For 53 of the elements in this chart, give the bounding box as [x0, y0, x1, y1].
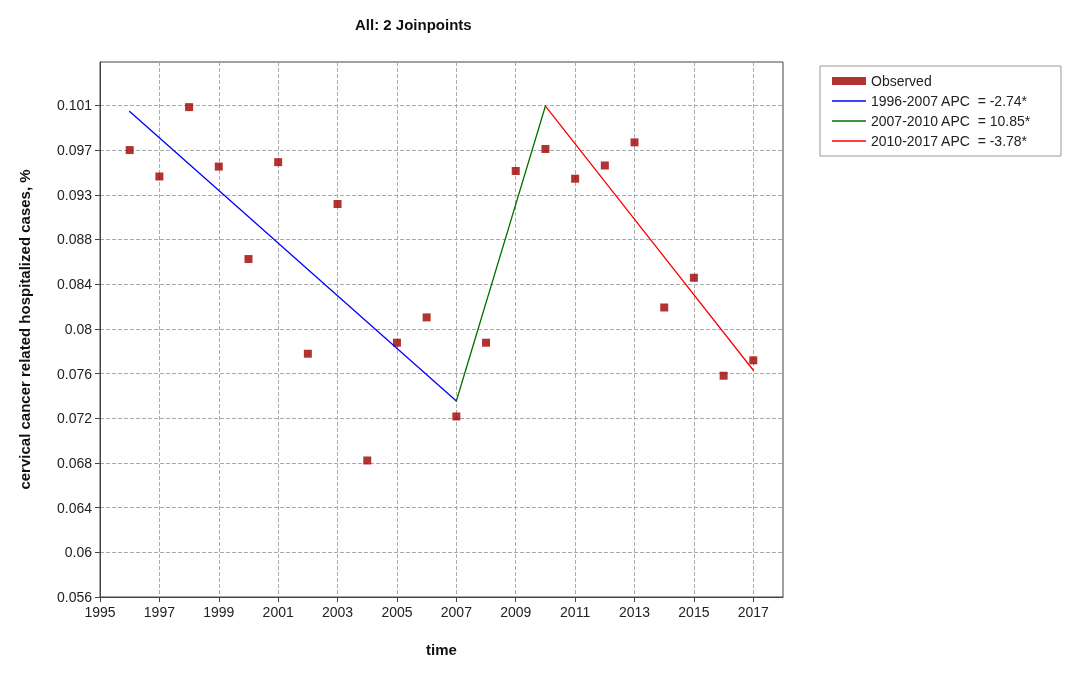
point	[660, 303, 669, 312]
point	[422, 313, 431, 322]
y-tick-label: 0.072	[56, 410, 93, 427]
point	[185, 103, 194, 112]
legend-label: Observed	[871, 73, 932, 89]
x-tick-label: 1997	[143, 604, 176, 620]
point	[333, 200, 342, 209]
y-tick-label: 0.064	[56, 499, 93, 516]
point	[749, 356, 758, 365]
y-axis-title: cervical cancer related hospitalized cases, %	[16, 169, 33, 490]
point	[274, 158, 283, 167]
point	[214, 162, 223, 171]
x-axis-title: time	[426, 641, 457, 658]
point	[600, 161, 609, 170]
x-tick-label: 2003	[321, 604, 354, 620]
x-tick-label: 1999	[203, 604, 235, 620]
point	[392, 338, 401, 347]
x-tick-label: 2001	[262, 604, 294, 620]
point	[155, 172, 164, 181]
y-tick-label: 0.084	[56, 276, 93, 293]
x-tick-label: 2007	[440, 604, 473, 620]
point	[244, 255, 253, 264]
y-tick-label: 0.088	[56, 231, 93, 248]
legend-label: 1996-2007 APC = -2.74*	[871, 93, 1028, 109]
y-tick-label: 0.101	[56, 97, 93, 114]
point	[511, 166, 520, 175]
y-tick-label: 0.068	[56, 454, 93, 471]
point	[303, 349, 312, 358]
x-tick-label: 2005	[381, 604, 413, 620]
y-tick-label: 0.076	[56, 365, 93, 382]
point	[541, 144, 550, 153]
x-tick-label: 2017	[737, 604, 770, 620]
y-tick-label: 0.056	[56, 589, 93, 605]
y-tick-label: 0.093	[56, 186, 93, 203]
point	[571, 174, 580, 183]
y-tick-label: 0.06	[64, 544, 93, 561]
chart-title: All: 2 Joinpoints	[355, 16, 472, 33]
legend-label: 2007-2010 APC = 10.85*	[871, 113, 1031, 129]
point	[125, 146, 134, 155]
x-tick-label: 1995	[84, 604, 116, 620]
point	[452, 412, 461, 421]
x-tick-label: 2015	[678, 604, 710, 620]
x-tick-label: 2011	[560, 604, 591, 620]
point	[689, 273, 698, 282]
x-tick-label: 2013	[618, 604, 651, 620]
point	[363, 456, 372, 465]
point	[482, 338, 491, 347]
x-tick-label: 2009	[500, 604, 532, 620]
legend-label: 2010-2017 APC = -3.78*	[871, 133, 1028, 149]
point	[719, 371, 728, 380]
point	[630, 138, 639, 147]
y-tick-label: 0.097	[56, 142, 93, 159]
y-tick-label: 0.08	[64, 320, 93, 337]
